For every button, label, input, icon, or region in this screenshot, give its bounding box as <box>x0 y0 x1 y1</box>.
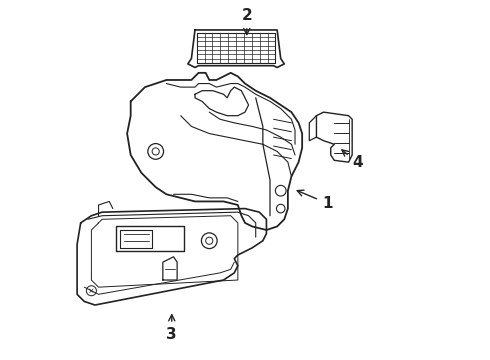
Text: 3: 3 <box>167 315 177 342</box>
Text: 1: 1 <box>297 190 332 211</box>
Text: 2: 2 <box>242 8 252 35</box>
Text: 4: 4 <box>342 150 363 170</box>
